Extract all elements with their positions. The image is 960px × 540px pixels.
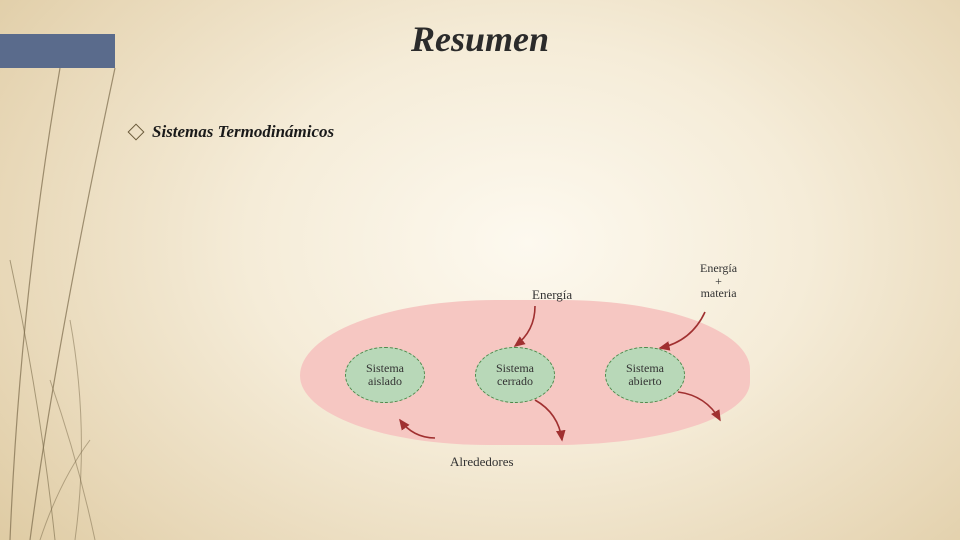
system-aislado: Sistemaaislado <box>345 347 425 403</box>
decorative-lines <box>0 0 200 540</box>
label-energia: Energía <box>532 288 572 302</box>
system-cerrado: Sistemacerrado <box>475 347 555 403</box>
label-energia-materia: Energía+materia <box>700 262 737 300</box>
slide: Resumen Sistemas Termodinámicos Sistemaa… <box>0 0 960 540</box>
bullet-item: Sistemas Termodinámicos <box>130 122 334 142</box>
slide-title: Resumen <box>0 18 960 60</box>
system-abierto: Sistemaabierto <box>605 347 685 403</box>
label-alrededores: Alrededores <box>450 455 514 469</box>
bullet-text: Sistemas Termodinámicos <box>152 122 334 142</box>
thermo-diagram: Sistemaaislado Sistemacerrado Sistemaabier… <box>300 270 780 470</box>
diamond-bullet-icon <box>128 124 145 141</box>
